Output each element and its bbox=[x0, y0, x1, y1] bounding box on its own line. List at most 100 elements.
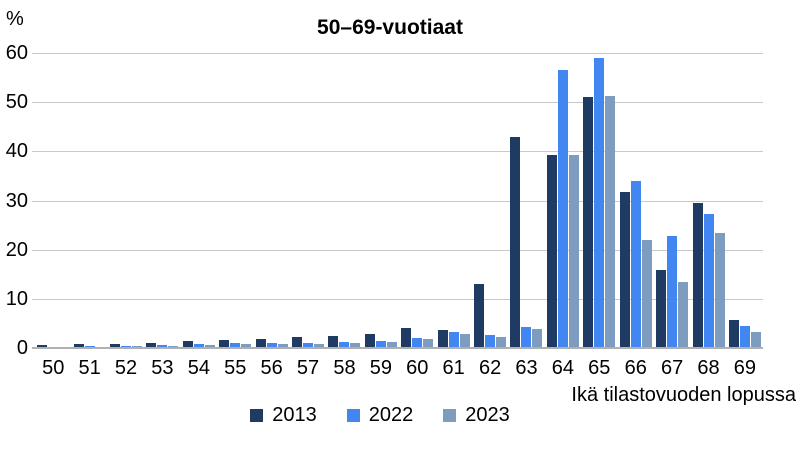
x-tick-label: 63 bbox=[515, 357, 538, 379]
bar-2013-age-67 bbox=[656, 270, 667, 348]
y-tick-label: 40 bbox=[5, 140, 28, 163]
bar-2013-age-51 bbox=[73, 344, 84, 348]
bar-2023-age-66 bbox=[641, 239, 652, 348]
x-axis-ticks: 50 51 52 53 54 55 56 57 58 59 60 61 62 63 64 65 66 67 68 69 bbox=[35, 357, 763, 380]
bar-2013-age-68 bbox=[692, 203, 703, 348]
legend-label: 2022 bbox=[368, 404, 414, 426]
bar-2022-age-67 bbox=[667, 236, 678, 348]
bar-2022-age-63 bbox=[521, 327, 532, 348]
plot-area bbox=[32, 53, 763, 349]
x-tick-label: 67 bbox=[660, 357, 684, 379]
bar-2023-age-56 bbox=[277, 343, 288, 348]
bar-2023-age-61 bbox=[459, 334, 470, 348]
bar-2013-age-53 bbox=[146, 342, 157, 348]
bar-group-65 bbox=[581, 53, 617, 348]
x-tick-label: 53 bbox=[151, 357, 174, 379]
bar-2022-age-56 bbox=[266, 342, 277, 348]
bar-2023-age-64 bbox=[568, 155, 579, 348]
legend: 2013 2022 2023 bbox=[0, 404, 760, 427]
legend-item-2022: 2022 bbox=[346, 404, 414, 427]
x-axis-line bbox=[32, 347, 763, 349]
y-tick-label: 20 bbox=[5, 238, 28, 261]
gridline bbox=[32, 249, 763, 251]
bar-group-53 bbox=[144, 53, 180, 348]
bar-group-66 bbox=[618, 53, 654, 348]
bar-group-64 bbox=[545, 53, 581, 348]
gridline bbox=[32, 200, 763, 202]
bar-2022-age-66 bbox=[630, 180, 641, 348]
bar-2023-age-53 bbox=[168, 345, 179, 348]
bar-2013-age-54 bbox=[182, 341, 193, 348]
bar-group-62 bbox=[472, 53, 508, 348]
bar-2023-age-69 bbox=[750, 332, 761, 348]
bar-group-69 bbox=[727, 53, 763, 348]
bar-group-55 bbox=[217, 53, 253, 348]
x-tick-label: 60 bbox=[406, 357, 429, 379]
x-tick-label: 54 bbox=[187, 357, 210, 379]
x-tick-label: 51 bbox=[78, 357, 101, 379]
bar-2022-age-62 bbox=[485, 334, 496, 348]
gridline bbox=[32, 53, 763, 54]
bar-2023-age-67 bbox=[678, 282, 689, 348]
bar-2022-age-58 bbox=[339, 341, 350, 348]
bar-2023-age-65 bbox=[605, 95, 616, 348]
x-tick-label: 55 bbox=[224, 357, 247, 379]
y-axis-unit-label: % bbox=[6, 8, 24, 30]
legend-swatch-2023 bbox=[443, 409, 457, 422]
bar-2013-age-52 bbox=[110, 343, 121, 348]
x-tick-label: 64 bbox=[551, 357, 575, 379]
bar-2013-age-59 bbox=[364, 334, 375, 348]
x-tick-label: 66 bbox=[624, 357, 647, 379]
bar-group-56 bbox=[253, 53, 289, 348]
gridline bbox=[32, 102, 763, 104]
legend-item-2023: 2023 bbox=[443, 404, 510, 427]
bar-group-59 bbox=[363, 53, 399, 348]
bar-2022-age-55 bbox=[230, 343, 241, 348]
x-tick-label: 61 bbox=[442, 357, 465, 379]
y-tick-label: 0 bbox=[16, 337, 28, 359]
bar-group-50 bbox=[35, 53, 71, 348]
bar-2022-age-57 bbox=[303, 342, 314, 348]
bar-2013-age-55 bbox=[219, 340, 230, 348]
bar-2013-age-65 bbox=[583, 97, 594, 348]
bar-group-58 bbox=[326, 53, 362, 348]
legend-swatch-2013 bbox=[250, 409, 264, 422]
bar-group-63 bbox=[508, 53, 544, 348]
bar-2013-age-56 bbox=[255, 338, 266, 348]
x-tick-label: 68 bbox=[697, 357, 720, 379]
bar-2013-age-58 bbox=[328, 335, 339, 348]
bar-group-54 bbox=[181, 53, 217, 348]
bar-group-52 bbox=[108, 53, 144, 348]
bar-2023-age-58 bbox=[350, 342, 361, 348]
bar-2022-age-68 bbox=[703, 213, 714, 348]
x-tick-label: 65 bbox=[588, 357, 611, 379]
bar-group-60 bbox=[399, 53, 435, 348]
legend-item-2013: 2013 bbox=[250, 404, 317, 427]
gridline bbox=[32, 151, 763, 153]
bar-2022-age-52 bbox=[121, 345, 132, 348]
y-tick-label: 50 bbox=[5, 91, 28, 114]
legend-swatch-2022 bbox=[346, 409, 360, 422]
bar-group-57 bbox=[290, 53, 326, 348]
bar-2022-age-69 bbox=[739, 326, 750, 348]
x-tick-label: 62 bbox=[478, 357, 502, 379]
bar-2013-age-62 bbox=[474, 284, 485, 348]
x-tick-label: 59 bbox=[369, 357, 392, 379]
bar-2022-age-64 bbox=[557, 70, 568, 348]
x-tick-label: 52 bbox=[114, 357, 138, 379]
bar-2013-age-63 bbox=[510, 136, 521, 348]
bar-group-51 bbox=[71, 53, 107, 348]
bar-2013-age-64 bbox=[546, 154, 557, 348]
gridline bbox=[32, 298, 763, 300]
x-tick-label: 50 bbox=[42, 357, 65, 379]
bar-group-61 bbox=[435, 53, 471, 348]
bar-2022-age-59 bbox=[375, 340, 386, 348]
y-tick-label: 10 bbox=[5, 287, 28, 310]
bar-2022-age-53 bbox=[157, 345, 168, 348]
legend-label: 2013 bbox=[272, 404, 317, 426]
bar-2023-age-63 bbox=[532, 328, 543, 348]
x-tick-label: 56 bbox=[260, 357, 283, 379]
bar-group-67 bbox=[654, 53, 690, 348]
bar-2022-age-60 bbox=[412, 338, 423, 348]
